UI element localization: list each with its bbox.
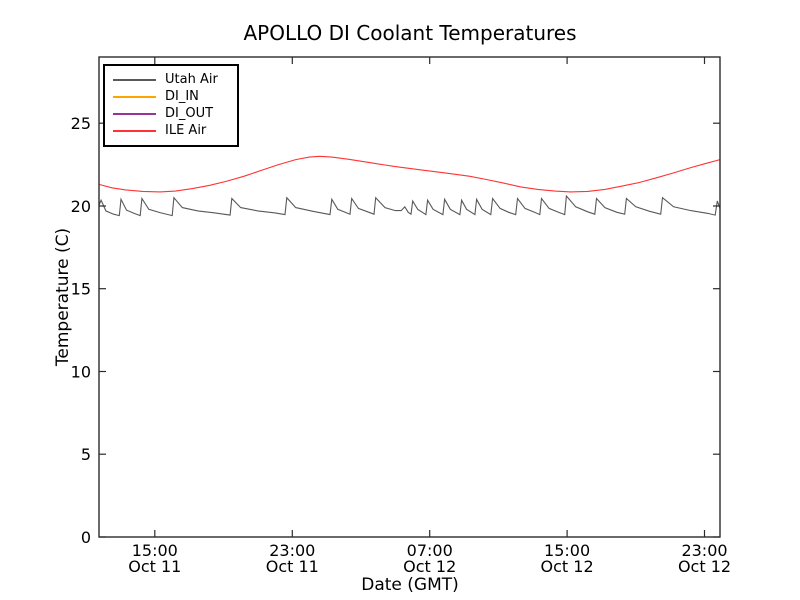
y-tick-label: 20 [71, 197, 91, 216]
series-line-utah-air [98, 194, 721, 217]
legend-label: ILE Air [165, 123, 207, 138]
legend-item: ILE Air [113, 122, 231, 139]
legend-swatch-line [113, 95, 156, 98]
x-tick-label-time: 07:00 [407, 541, 453, 560]
y-tick-label: 25 [71, 114, 91, 133]
legend-item: Utah Air [113, 71, 231, 88]
plot-frame [98, 56, 721, 538]
legend-item: DI_IN [113, 88, 231, 105]
legend-swatch-line [113, 112, 156, 115]
x-tick-label-time: 23:00 [269, 541, 315, 560]
legend-label: DI_IN [165, 89, 199, 104]
x-tick-label-time: 23:00 [681, 541, 727, 560]
legend-label: DI_OUT [165, 106, 214, 121]
y-tick-label: 5 [81, 445, 91, 464]
x-tick-label-date: Oct 11 [266, 557, 319, 576]
x-tick-label-date: Oct 11 [128, 557, 181, 576]
y-tick-label: 10 [71, 363, 91, 382]
legend-swatch-line [113, 78, 156, 81]
x-tick-label-time: 15:00 [544, 541, 590, 560]
legend: Utah Air DI_IN DI_OUT ILE Air [103, 64, 239, 147]
y-tick-label: 0 [81, 528, 91, 547]
x-tick-label-date: Oct 12 [403, 557, 456, 576]
x-tick-label-time: 15:00 [132, 541, 178, 560]
x-tick-label-date: Oct 12 [678, 557, 731, 576]
legend-swatch-line [113, 129, 156, 132]
series-line-ile-air [98, 155, 721, 193]
chart-title: APOLLO DI Coolant Temperatures [243, 21, 577, 45]
legend-item: DI_OUT [113, 105, 231, 122]
y-tick-label: 15 [71, 280, 91, 299]
legend-label: Utah Air [165, 72, 218, 87]
x-tick-label-date: Oct 12 [541, 557, 594, 576]
y-axis-label: Temperature (C) [53, 227, 73, 367]
x-axis-label: Date (GMT) [361, 575, 459, 595]
